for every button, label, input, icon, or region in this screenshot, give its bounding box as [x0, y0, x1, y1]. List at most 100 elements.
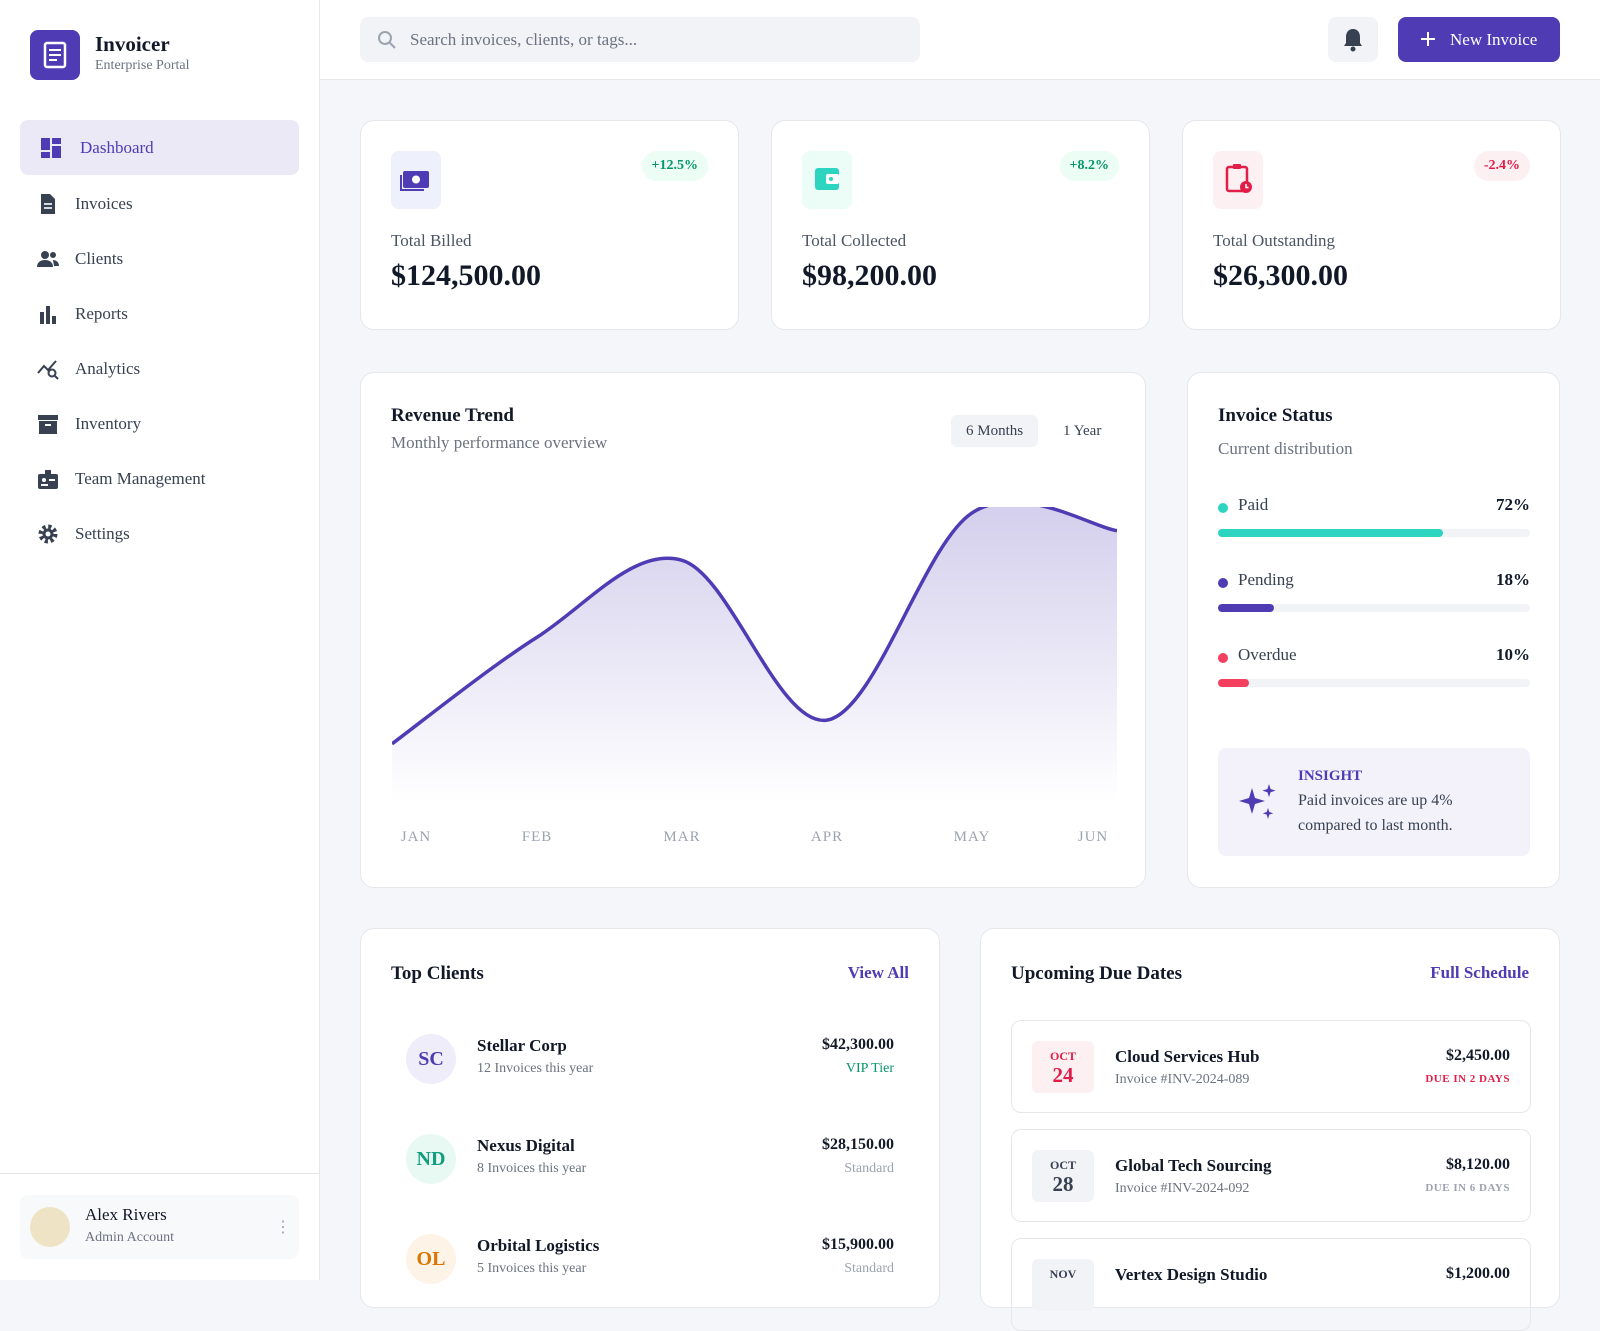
- nav-label: Clients: [75, 248, 124, 268]
- due-row[interactable]: NOV Vertex Design Studio $1,200.00: [1011, 1238, 1531, 1331]
- due-day: 24: [1052, 1063, 1074, 1087]
- status-row: Pending 18%: [1218, 570, 1530, 594]
- change-badge: +12.5%: [641, 151, 708, 181]
- nav-item[interactable]: Dashboard: [20, 120, 299, 175]
- view-all-link[interactable]: View All: [847, 963, 909, 982]
- change-badge: -2.4%: [1473, 151, 1530, 181]
- due-row[interactable]: OCT 24 Cloud Services Hub Invoice #INV-2024…: [1011, 1020, 1531, 1113]
- client-detail: 5 Invoices this year: [477, 1261, 587, 1276]
- status-row: Paid 72%: [1218, 495, 1530, 519]
- range-toggle[interactable]: 1 Year: [1063, 422, 1102, 439]
- stat-label: Total Collected: [802, 231, 907, 250]
- date-box: OCT 28: [1032, 1150, 1094, 1202]
- due-name: Vertex Design Studio: [1115, 1265, 1268, 1284]
- nav-icon: [37, 251, 59, 267]
- plot: [392, 507, 1117, 803]
- client-detail: 12 Invoices this year: [477, 1061, 594, 1076]
- nav-icon: [41, 194, 55, 214]
- stat-card: -2.4% Total Outstanding $26,300.00: [1182, 120, 1561, 330]
- progress-bar: [1218, 529, 1443, 537]
- progress-bar: [1218, 604, 1275, 612]
- client-tier: Standard: [844, 1261, 894, 1276]
- client-amount: $15,900.00: [822, 1236, 894, 1253]
- stat-card: +8.2% Total Collected $98,200.00: [771, 120, 1150, 330]
- schedule-link[interactable]: Full Schedule: [1430, 963, 1529, 982]
- brand: Invoicer: [95, 32, 170, 56]
- brand-subtitle: Enterprise Portal: [95, 58, 190, 73]
- stat-value: $124,500.00: [391, 259, 541, 292]
- stat-label: Total Billed: [391, 231, 472, 250]
- nav-item[interactable]: Invoices: [20, 176, 299, 231]
- change-badge: +8.2%: [1059, 151, 1119, 181]
- nav-label: Inventory: [75, 413, 142, 433]
- nav-item[interactable]: Clients: [20, 231, 299, 286]
- due-amount: $8,120.00: [1446, 1156, 1510, 1173]
- card-title: Upcoming Due Dates: [1011, 963, 1182, 984]
- progress-track: [1218, 604, 1530, 612]
- status-card: Invoice Status Current distribution INSI…: [1187, 372, 1560, 888]
- insight-box: INSIGHT Paid invoices are up 4% compared…: [1218, 748, 1530, 856]
- user-card[interactable]: Alex Rivers Admin Account ⋮: [20, 1195, 299, 1259]
- x-tick-label: JUN: [1078, 829, 1109, 845]
- due-status: DUE IN 6 DAYS: [1425, 1182, 1510, 1194]
- client-amount: $42,300.00: [822, 1036, 894, 1053]
- status-name: Paid: [1238, 495, 1269, 514]
- due-name: Cloud Services Hub: [1115, 1047, 1260, 1066]
- avatar: [30, 1207, 70, 1247]
- client-initials: SC: [406, 1034, 456, 1084]
- client-initials: ND: [406, 1134, 456, 1184]
- client-amount: $28,150.00: [822, 1136, 894, 1153]
- status-percent: 72%: [1496, 495, 1530, 514]
- status-row: Overdue 10%: [1218, 645, 1530, 669]
- due-month: OCT: [1049, 1049, 1076, 1063]
- nav-icon: [41, 138, 61, 158]
- status-dot: [1218, 503, 1228, 513]
- nav-icon: [38, 470, 58, 489]
- stat-card: +12.5% Total Billed $124,500.00: [360, 120, 739, 330]
- due-invoice: Invoice #INV-2024-089: [1115, 1072, 1250, 1087]
- divider: [0, 1173, 320, 1174]
- stat-icon: [391, 151, 441, 209]
- insight-label: INSIGHT: [1298, 768, 1363, 784]
- stat-icon: [1213, 151, 1263, 209]
- due-month: NOV: [1049, 1267, 1077, 1281]
- menu-dots[interactable]: ⋮: [275, 1219, 291, 1236]
- card-subtitle: Current distribution: [1218, 439, 1353, 458]
- nav-item[interactable]: Settings: [20, 506, 299, 561]
- due-name: Global Tech Sourcing: [1115, 1156, 1272, 1175]
- nav-item[interactable]: Reports: [20, 286, 299, 341]
- area: [392, 507, 1117, 803]
- nav-icon: [40, 306, 56, 324]
- line: [392, 507, 1117, 746]
- notifications[interactable]: [1328, 17, 1378, 62]
- client-tier: VIP Tier: [845, 1061, 894, 1076]
- nav-item[interactable]: Analytics: [20, 341, 299, 396]
- date-box: OCT 24: [1032, 1041, 1094, 1093]
- due-amount: $1,200.00: [1446, 1265, 1510, 1282]
- new-invoice-button[interactable]: New Invoice: [1398, 17, 1560, 62]
- nav-label: Team Management: [75, 468, 206, 488]
- range-toggle[interactable]: 6 Months: [951, 415, 1039, 447]
- x-tick-label: APR: [811, 829, 843, 845]
- client-tier: Standard: [844, 1161, 894, 1176]
- user-role: Admin Account: [85, 1230, 175, 1245]
- revenue-chart: JAN FEB MAR APR MAY JUN: [392, 507, 1117, 845]
- search-box[interactable]: Search invoices, clients, or tags...: [360, 17, 920, 62]
- nav-label: Analytics: [75, 358, 141, 378]
- stat-label: Total Outstanding: [1213, 231, 1336, 250]
- nav-label: Reports: [75, 303, 128, 323]
- due-invoice: Invoice #INV-2024-092: [1115, 1181, 1250, 1196]
- progress-track: [1218, 679, 1530, 687]
- card-subtitle: Monthly performance overview: [391, 433, 608, 452]
- nav-item[interactable]: Inventory: [20, 396, 299, 451]
- button-label: New Invoice: [1450, 29, 1538, 49]
- due-row[interactable]: OCT 28 Global Tech Sourcing Invoice #INV-20…: [1011, 1129, 1531, 1222]
- client-name: Stellar Corp: [477, 1036, 567, 1055]
- due-status: DUE IN 2 DAYS: [1425, 1073, 1510, 1085]
- header: Search invoices, clients, or tags... New…: [320, 0, 1600, 80]
- client-detail: 8 Invoices this year: [477, 1161, 587, 1176]
- status-name: Overdue: [1238, 645, 1297, 664]
- nav-item[interactable]: Team Management: [20, 451, 299, 506]
- stat-value: $26,300.00: [1213, 259, 1348, 292]
